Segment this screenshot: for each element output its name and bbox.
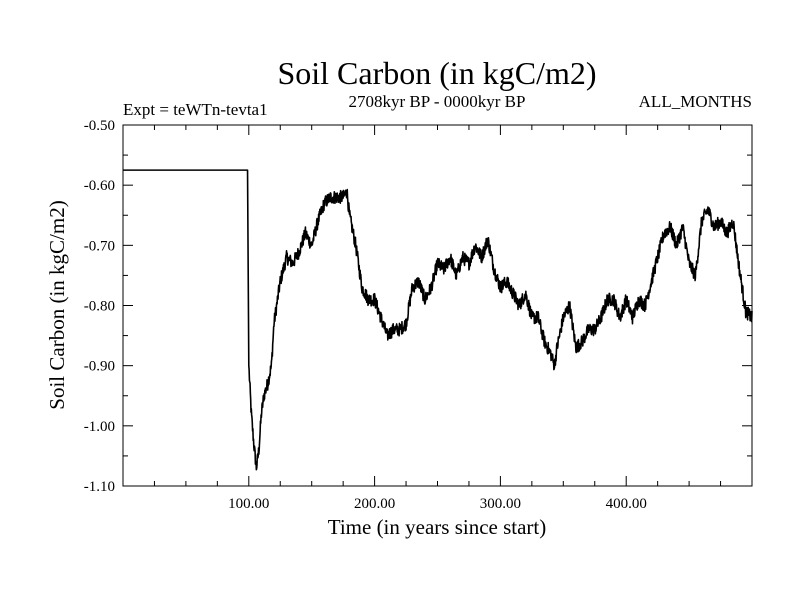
y-tick-label: -0.70 <box>84 238 115 254</box>
x-axis: 100.00 200.00 300.00 400.00 <box>153 125 722 512</box>
months-label: ALL_MONTHS <box>639 92 752 111</box>
x-tick-label: 300.00 <box>480 496 521 512</box>
y-tick-label: -0.90 <box>84 359 115 375</box>
time-range-label: 2708kyr BP - 0000kyr BP <box>349 92 526 111</box>
y-tick-label: -0.50 <box>84 118 115 134</box>
x-tick-label: 100.00 <box>228 496 269 512</box>
chart-title: Soil Carbon (in kgC/m2) <box>277 55 596 91</box>
x-tick-label: 200.00 <box>354 496 395 512</box>
y-axis-label: Soil Carbon (in kgC/m2) <box>45 200 69 409</box>
plot-frame <box>122 124 753 487</box>
y-tick-label: -1.10 <box>84 479 115 495</box>
y-tick-label: -0.60 <box>84 178 115 194</box>
experiment-label: Expt = teWTn-tevta1 <box>123 100 268 119</box>
x-tick-label: 400.00 <box>606 496 647 512</box>
series-line-soil-carbon <box>122 169 753 471</box>
y-tick-label: -0.80 <box>84 299 115 315</box>
x-axis-label: Time (in years since start) <box>328 515 547 539</box>
y-axis: -0.50 -0.60 -0.70 -0.80 -0.90 -1.00 -1.10 <box>84 118 752 495</box>
y-tick-label: -1.00 <box>84 419 115 435</box>
